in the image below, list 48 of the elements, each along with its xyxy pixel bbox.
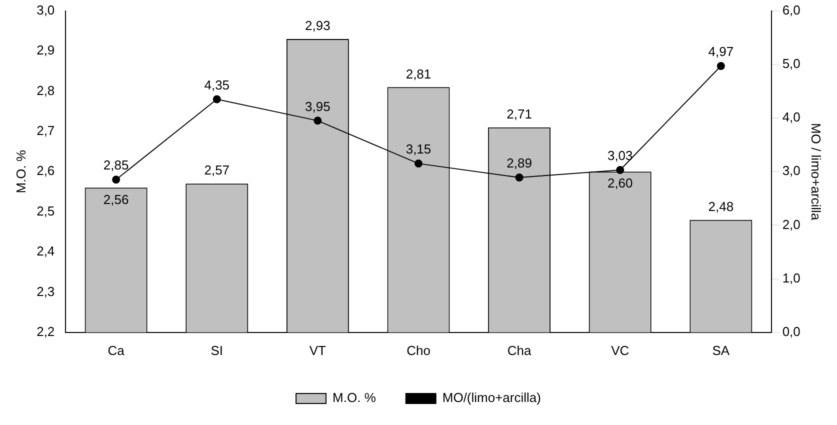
point bbox=[212, 95, 221, 104]
y-tick-label: 2,6 bbox=[36, 163, 55, 178]
data-label: 2,85 bbox=[103, 158, 129, 173]
x-tick-label: Cha bbox=[507, 342, 532, 358]
y2-axis-title: MO / limo+arcilla bbox=[808, 123, 824, 221]
data-label: 2,48 bbox=[708, 198, 734, 214]
y-tick-label: 2,8 bbox=[36, 82, 55, 98]
point bbox=[414, 160, 422, 168]
y2-tick-label: 6,0 bbox=[782, 2, 800, 18]
data-label: 2,93 bbox=[305, 18, 330, 34]
data-label: 3,95 bbox=[305, 98, 330, 114]
data-label: 2,60 bbox=[607, 176, 633, 191]
data-label: 2,89 bbox=[506, 156, 532, 171]
data-label: 4,97 bbox=[708, 44, 734, 60]
y2-tick-label: 1,0 bbox=[782, 270, 800, 286]
data-label: 2,81 bbox=[406, 66, 432, 82]
point bbox=[515, 173, 524, 182]
point bbox=[716, 62, 725, 70]
x-tick-label: SA bbox=[712, 342, 730, 358]
data-label: 2,71 bbox=[506, 106, 532, 122]
data-label: 2,56 bbox=[103, 192, 129, 207]
point bbox=[616, 166, 624, 174]
x-tick-label: Ca bbox=[108, 342, 126, 358]
y-tick-label: 2,4 bbox=[36, 244, 55, 259]
point bbox=[112, 176, 120, 184]
x-tick-label: VC bbox=[611, 342, 630, 358]
point bbox=[314, 116, 322, 125]
y2-tick-label: 3,0 bbox=[782, 163, 800, 178]
x-tick-label: VT bbox=[309, 342, 326, 358]
y-tick-label: 2,5 bbox=[36, 203, 55, 218]
x-tick-label: Cho bbox=[406, 342, 430, 358]
y-tick-label: 2,9 bbox=[36, 42, 55, 58]
y-tick-label: 2,3 bbox=[36, 284, 55, 299]
y2-tick-label: 2,0 bbox=[782, 216, 800, 232]
data-label: 4,35 bbox=[204, 77, 230, 92]
x-tick-label: SI bbox=[210, 342, 224, 358]
data-label: 3,15 bbox=[406, 142, 432, 157]
y2-tick-label: 5,0 bbox=[782, 56, 800, 71]
legend-label: M.O. % bbox=[332, 390, 376, 406]
data-label: 3,03 bbox=[607, 148, 633, 164]
y-tick-label: 3,0 bbox=[36, 2, 55, 18]
legend-label: MO/(limo+arcilla) bbox=[442, 390, 541, 406]
y2-tick-label: 0,0 bbox=[782, 324, 800, 339]
y-axis-title: M.O. % bbox=[13, 149, 28, 194]
data-label: 2,57 bbox=[204, 162, 230, 178]
y-tick-label: 2,2 bbox=[36, 324, 55, 339]
y-tick-label: 2,7 bbox=[36, 122, 55, 138]
y2-tick-label: 4,0 bbox=[782, 110, 800, 125]
